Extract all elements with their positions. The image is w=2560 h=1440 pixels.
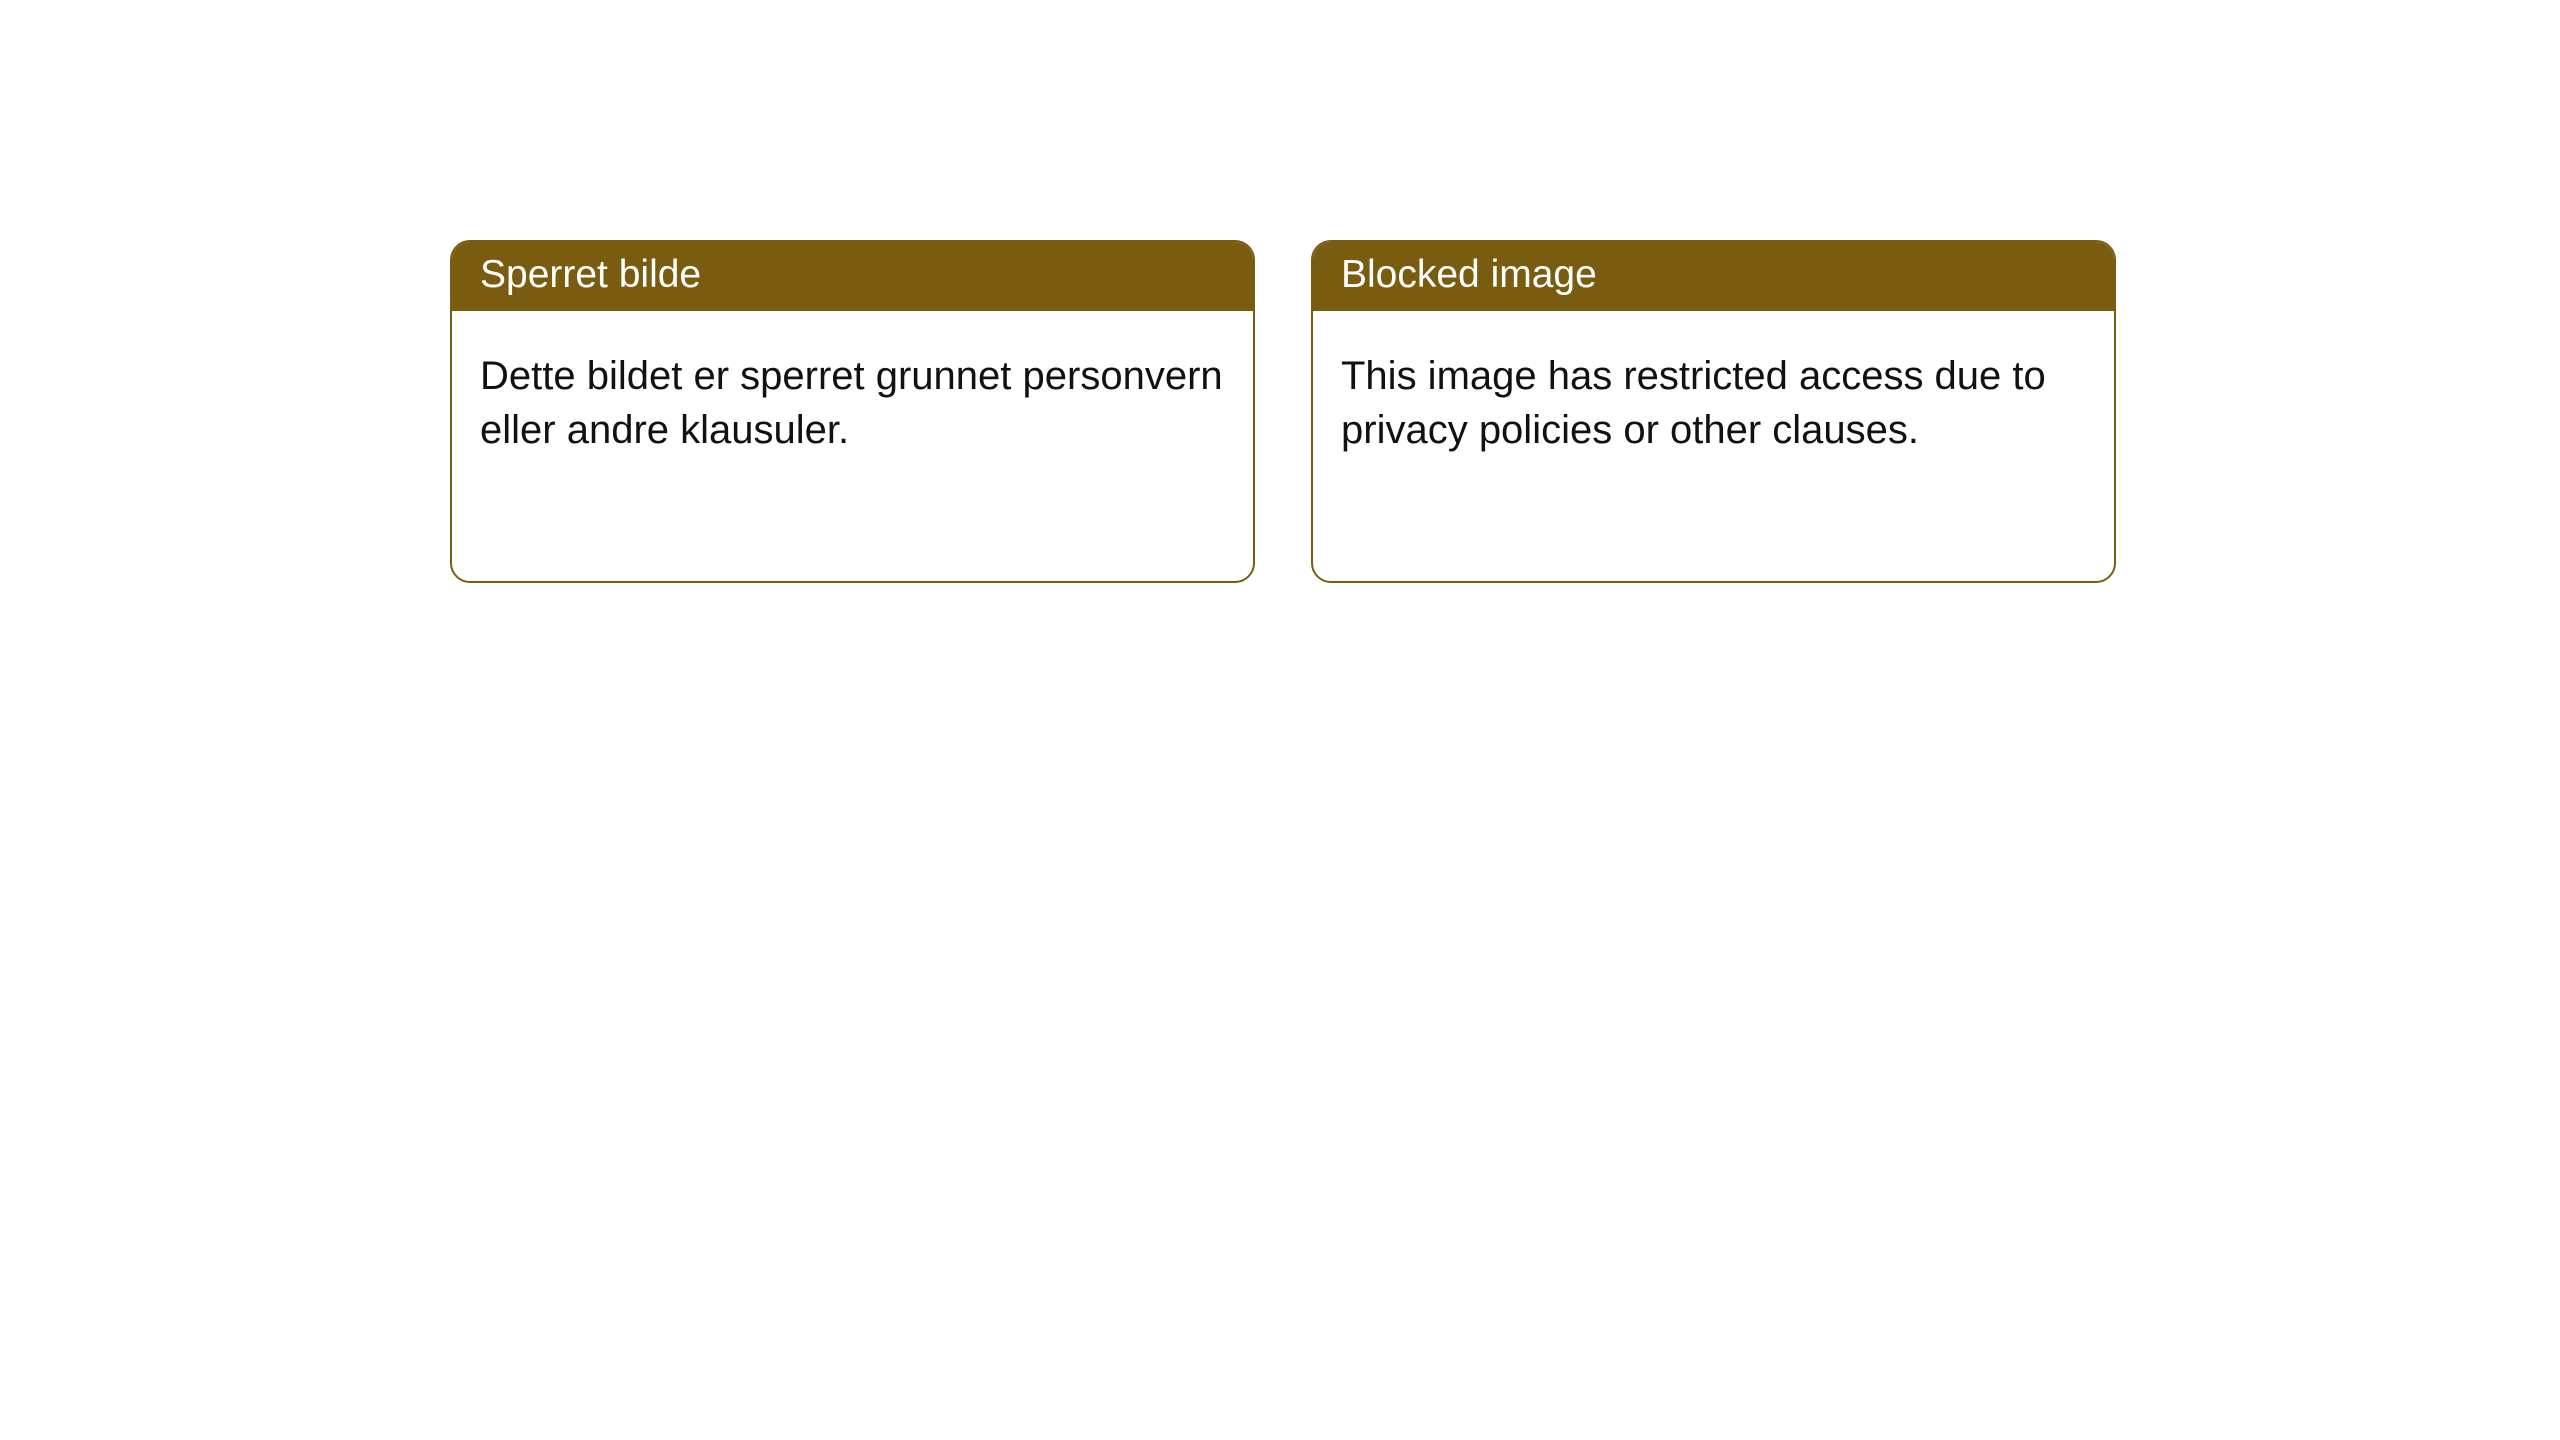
notice-card-english: Blocked image This image has restricted … xyxy=(1311,240,2116,583)
card-body: This image has restricted access due to … xyxy=(1313,311,2114,581)
card-header: Sperret bilde xyxy=(452,242,1253,311)
notice-cards-container: Sperret bilde Dette bildet er sperret gr… xyxy=(450,240,2116,583)
card-header: Blocked image xyxy=(1313,242,2114,311)
notice-card-norwegian: Sperret bilde Dette bildet er sperret gr… xyxy=(450,240,1255,583)
card-body: Dette bildet er sperret grunnet personve… xyxy=(452,311,1253,581)
card-title: Sperret bilde xyxy=(480,253,701,296)
card-title: Blocked image xyxy=(1341,253,1597,296)
card-message: This image has restricted access due to … xyxy=(1341,354,2046,452)
card-message: Dette bildet er sperret grunnet personve… xyxy=(480,354,1223,452)
